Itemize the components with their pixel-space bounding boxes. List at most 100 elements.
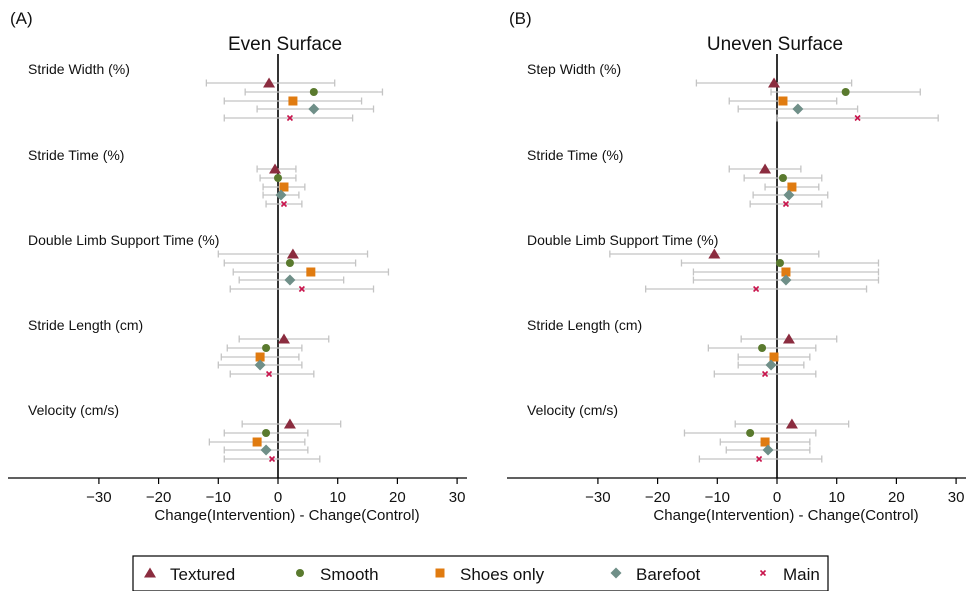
point-shoes-only bbox=[769, 352, 779, 362]
point-main bbox=[756, 455, 763, 463]
x-tick-label: 10 bbox=[828, 489, 845, 506]
x-tick-label: 30 bbox=[449, 489, 466, 506]
category-label: Step Width (%) bbox=[527, 61, 621, 77]
panel-title: Uneven Surface bbox=[707, 34, 843, 55]
point-main bbox=[753, 285, 760, 293]
legend-marker-x bbox=[759, 569, 767, 577]
point-textured bbox=[277, 333, 290, 344]
point-main bbox=[268, 455, 276, 463]
point-shoes-only bbox=[288, 96, 298, 106]
point-smooth bbox=[274, 174, 282, 182]
point-main-stroke-b bbox=[265, 370, 273, 378]
legend-item-smooth: Smooth bbox=[296, 565, 379, 584]
point-barefoot bbox=[780, 274, 792, 286]
point-smooth bbox=[841, 88, 850, 96]
point-shoes-only bbox=[306, 267, 316, 277]
point-shoes-only bbox=[778, 96, 788, 106]
legend-label: Textured bbox=[170, 565, 235, 584]
point-textured bbox=[269, 163, 282, 174]
point-shoes-only bbox=[781, 267, 791, 277]
point-textured bbox=[759, 163, 772, 174]
point-smooth bbox=[775, 259, 784, 267]
x-tick-label: 20 bbox=[389, 489, 406, 506]
x-tick-label: −10 bbox=[705, 489, 730, 506]
point-main bbox=[854, 114, 861, 122]
category-label: Stride Time (%) bbox=[28, 147, 124, 163]
point-smooth bbox=[285, 259, 294, 267]
panel-label: (B) bbox=[509, 9, 532, 28]
point-main-stroke-b bbox=[286, 114, 294, 122]
legend-label: Smooth bbox=[320, 565, 379, 584]
legend-item-shoes-only: Shoes only bbox=[435, 565, 545, 584]
point-shoes-only bbox=[279, 182, 289, 192]
point-barefoot bbox=[765, 359, 777, 371]
x-tick-label: −30 bbox=[86, 489, 111, 506]
point-smooth bbox=[758, 344, 767, 352]
point-barefoot bbox=[792, 103, 804, 115]
point-main-stroke-b bbox=[756, 455, 763, 463]
x-tick-label: 0 bbox=[773, 489, 781, 506]
point-barefoot bbox=[783, 189, 795, 201]
legend-label: Shoes only bbox=[460, 565, 545, 584]
panel-b: (B) Uneven Surface Step Width (%) Stride Ti… bbox=[507, 9, 966, 524]
point-main-stroke-b bbox=[298, 285, 305, 293]
point-main-stroke-b bbox=[782, 200, 790, 208]
legend-marker-x-stroke-b bbox=[759, 569, 767, 577]
panel-label: (A) bbox=[10, 9, 33, 28]
category-label: Stride Time (%) bbox=[527, 147, 623, 163]
point-barefoot bbox=[254, 359, 266, 371]
point-smooth bbox=[746, 429, 755, 437]
x-tick-label: −10 bbox=[206, 489, 231, 506]
legend-item-barefoot: Barefoot bbox=[610, 565, 701, 584]
x-tick-label: −30 bbox=[585, 489, 610, 506]
legend-box bbox=[132, 555, 829, 592]
x-tick-label: −20 bbox=[645, 489, 670, 506]
point-main-stroke-b bbox=[854, 114, 861, 122]
x-tick-label: 10 bbox=[329, 489, 346, 506]
x-tick-label: 30 bbox=[948, 489, 965, 506]
point-shoes-only bbox=[252, 437, 262, 447]
point-main bbox=[761, 370, 769, 378]
point-main bbox=[782, 200, 790, 208]
point-barefoot bbox=[284, 274, 296, 286]
legend: Textured Smooth Shoes only Barefoot Main bbox=[132, 555, 829, 592]
legend-marker-triangle bbox=[144, 567, 156, 578]
category-label: Double Limb Support Time (%) bbox=[28, 232, 219, 248]
category-label: Stride Width (%) bbox=[28, 61, 130, 77]
point-main-stroke-b bbox=[753, 285, 760, 293]
category-label: Velocity (cm/s) bbox=[527, 402, 618, 418]
point-barefoot bbox=[308, 103, 320, 115]
legend-marker-circle bbox=[296, 569, 304, 577]
legend-label: Barefoot bbox=[636, 565, 701, 584]
x-tick-label: 0 bbox=[274, 489, 282, 506]
point-smooth bbox=[262, 429, 271, 437]
point-main bbox=[280, 200, 288, 208]
point-shoes-only bbox=[255, 352, 265, 362]
point-shoes-only bbox=[760, 437, 770, 447]
x-axis-label: Change(Intervention) - Change(Control) bbox=[653, 507, 918, 524]
category-label: Double Limb Support Time (%) bbox=[527, 232, 718, 248]
point-main-stroke-b bbox=[268, 455, 276, 463]
x-tick-label: 20 bbox=[888, 489, 905, 506]
point-textured bbox=[263, 77, 276, 88]
point-main-stroke-b bbox=[280, 200, 288, 208]
point-main bbox=[298, 285, 305, 293]
legend-item-textured: Textured bbox=[144, 565, 235, 584]
point-main bbox=[265, 370, 273, 378]
point-smooth bbox=[309, 88, 318, 96]
legend-label: Main bbox=[783, 565, 820, 584]
point-smooth bbox=[262, 344, 271, 352]
panel-a: (A) Even Surface Stride Width (%) Stride Ti… bbox=[8, 9, 467, 524]
point-barefoot bbox=[260, 444, 272, 456]
point-main-stroke-b bbox=[761, 370, 769, 378]
point-textured bbox=[708, 248, 721, 259]
point-textured bbox=[768, 77, 781, 88]
category-label: Stride Length (cm) bbox=[527, 317, 642, 333]
point-textured bbox=[785, 418, 798, 429]
point-textured bbox=[782, 333, 795, 344]
point-textured bbox=[286, 248, 299, 259]
point-smooth bbox=[778, 174, 787, 182]
panel-title: Even Surface bbox=[228, 34, 342, 55]
point-textured bbox=[283, 418, 296, 429]
